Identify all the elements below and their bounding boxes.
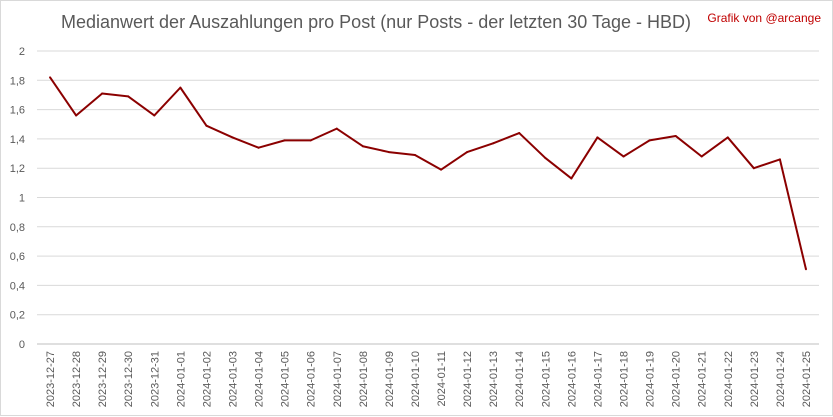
data-point: [674, 134, 677, 137]
x-tick-label: 2024-01-13: [488, 351, 500, 407]
y-tick-label: 1,8: [10, 75, 25, 87]
data-point: [648, 139, 651, 142]
y-tick-label: 0,2: [10, 310, 25, 322]
data-point: [570, 177, 573, 180]
data-point: [700, 155, 703, 158]
x-tick-label: 2024-01-24: [775, 351, 787, 407]
x-tick-label: 2024-01-12: [462, 351, 474, 407]
data-point: [440, 168, 443, 171]
data-point: [544, 156, 547, 159]
y-tick-label: 1,6: [10, 105, 25, 117]
y-axis-ticks: 0 0,2 0,4 0,6 0,8 1 1,2 1,4 1,6 1,8 2: [10, 46, 25, 351]
data-point: [726, 136, 729, 139]
data-point: [518, 132, 521, 135]
x-tick-label: 2024-01-08: [358, 351, 370, 407]
y-tick-label: 1,2: [10, 163, 25, 175]
x-tick-label: 2023-12-29: [97, 351, 109, 407]
x-tick-label: 2024-01-10: [410, 351, 422, 407]
data-point: [101, 92, 104, 95]
data-point: [622, 155, 625, 158]
x-tick-label: 2024-01-22: [723, 351, 735, 407]
x-tick-label: 2024-01-16: [566, 351, 578, 407]
x-tick-label: 2023-12-31: [149, 351, 161, 407]
x-tick-label: 2024-01-25: [801, 351, 813, 407]
x-tick-label: 2023-12-27: [45, 351, 57, 407]
series-line: [49, 76, 807, 270]
data-point: [413, 154, 416, 157]
x-tick-label: 2024-01-09: [384, 351, 396, 407]
x-axis-ticks: 2023-12-27 2023-12-28 2023-12-29 2023-12-30…: [45, 351, 813, 407]
data-point: [804, 268, 807, 271]
y-tick-label: 1,4: [10, 134, 25, 146]
data-point: [75, 114, 78, 117]
data-point: [257, 146, 260, 149]
x-tick-label: 2024-01-11: [436, 351, 448, 406]
data-point: [387, 151, 390, 154]
x-tick-label: 2024-01-21: [697, 351, 709, 407]
x-tick-label: 2024-01-02: [201, 351, 213, 407]
x-tick-label: 2024-01-15: [540, 351, 552, 407]
data-point: [596, 136, 599, 139]
x-tick-label: 2024-01-18: [619, 351, 631, 407]
x-tick-label: 2024-01-17: [592, 351, 604, 407]
data-point: [778, 158, 781, 161]
data-point: [205, 124, 208, 127]
grid-lines: [37, 50, 819, 345]
x-tick-label: 2024-01-20: [671, 351, 683, 407]
x-tick-label: 2024-01-03: [228, 351, 240, 407]
data-point: [153, 114, 156, 117]
data-point: [179, 86, 182, 89]
data-point: [466, 151, 469, 154]
chart-credit: Grafik von @arcange: [707, 11, 821, 25]
data-point: [127, 95, 130, 98]
data-point: [361, 145, 364, 148]
y-tick-label: 0,8: [10, 222, 25, 234]
data-point: [231, 136, 234, 139]
series-layer: [49, 76, 807, 271]
y-tick-label: 2: [19, 46, 25, 58]
chart-title: Medianwert der Auszahlungen pro Post (nu…: [61, 12, 691, 32]
data-point: [752, 167, 755, 170]
x-tick-label: 2023-12-30: [123, 351, 135, 407]
y-tick-label: 0,4: [10, 280, 25, 292]
data-point: [492, 142, 495, 145]
y-tick-label: 1: [19, 193, 25, 205]
data-point: [335, 127, 338, 130]
data-point: [283, 139, 286, 142]
data-point: [309, 139, 312, 142]
x-tick-label: 2024-01-04: [254, 351, 266, 407]
x-tick-label: 2024-01-06: [306, 351, 318, 407]
x-tick-label: 2024-01-14: [514, 351, 526, 407]
x-tick-label: 2024-01-05: [280, 351, 292, 407]
x-tick-label: 2024-01-19: [645, 351, 657, 407]
x-tick-label: 2024-01-23: [749, 351, 761, 407]
data-point: [49, 76, 52, 79]
y-tick-label: 0: [19, 339, 25, 351]
x-tick-label: 2024-01-01: [175, 351, 187, 407]
x-tick-label: 2024-01-07: [332, 351, 344, 407]
x-tick-label: 2023-12-28: [71, 351, 83, 407]
y-tick-label: 0,6: [10, 251, 25, 263]
